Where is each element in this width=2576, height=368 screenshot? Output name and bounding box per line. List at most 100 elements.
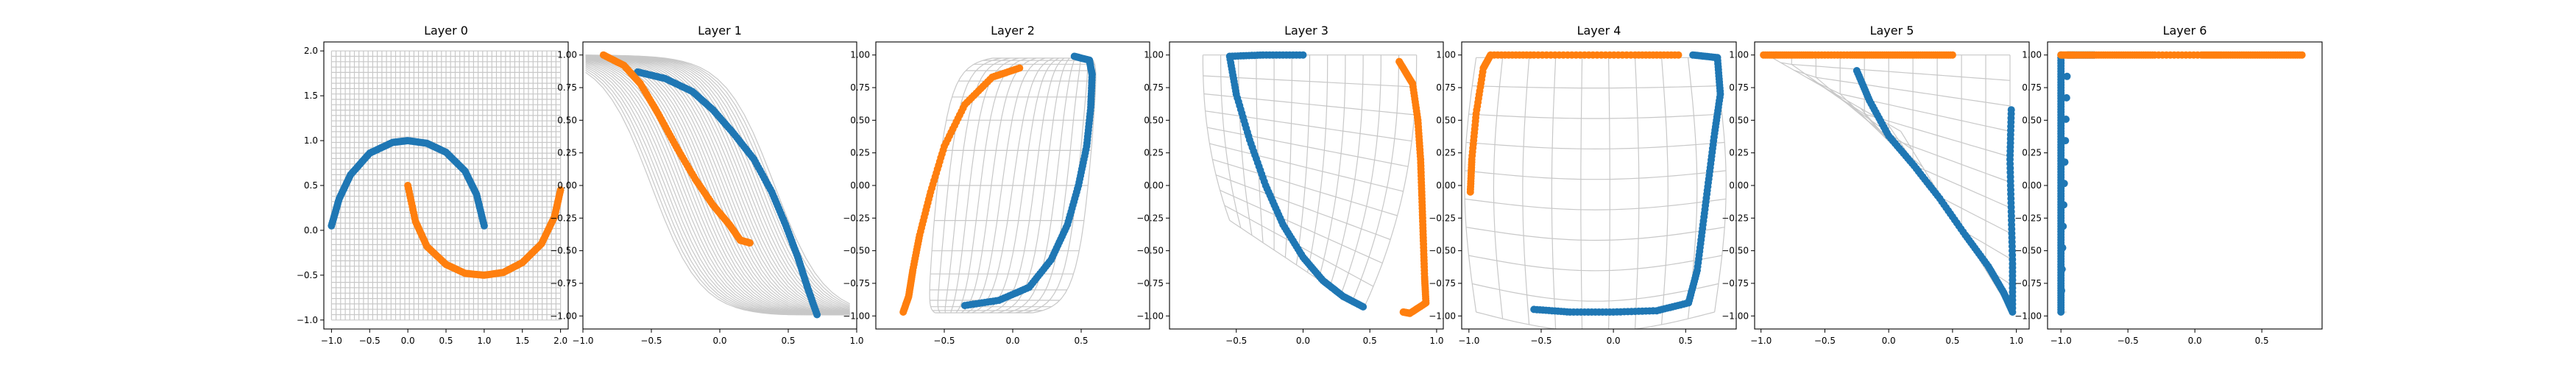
x-tick-label: 1.5 <box>515 336 529 346</box>
x-tick-label: 0.5 <box>1074 336 1088 346</box>
x-tick-label: 0.5 <box>2255 336 2269 346</box>
x-tick-label: −1.0 <box>1750 336 1772 346</box>
grid-line <box>1340 54 1381 295</box>
series-class-a <box>960 52 1096 310</box>
y-tick-label: 0.75 <box>1144 82 1164 93</box>
data-point <box>1399 308 1407 316</box>
series-class-b <box>899 64 1024 316</box>
data-point <box>1530 305 1538 314</box>
plot-area <box>328 50 565 321</box>
y-tick-label: −0.50 <box>1136 246 1164 256</box>
y-tick-label: 1.5 <box>304 91 318 101</box>
y-tick-label: 0.25 <box>2022 148 2042 158</box>
y-tick-label: 0.25 <box>1436 148 1456 158</box>
grid-line <box>1465 227 1725 241</box>
grid-line <box>1468 255 1722 272</box>
y-tick-label: −0.75 <box>1136 278 1164 289</box>
data-point <box>480 222 488 230</box>
x-tick-label: 2.0 <box>553 336 567 346</box>
y-tick-label: −0.50 <box>2014 246 2042 256</box>
series-class-b <box>1395 57 1430 317</box>
grid-line <box>1780 62 2011 81</box>
y-tick-label: 1.00 <box>1729 50 1749 60</box>
y-tick-label: −0.50 <box>843 246 870 256</box>
grid-line <box>585 56 850 316</box>
grid-line <box>585 54 850 305</box>
data-point <box>2062 116 2070 123</box>
y-tick-label: 0.25 <box>1729 148 1749 158</box>
y-tick-label: 0.0 <box>304 225 318 236</box>
grid-line <box>1351 54 1400 302</box>
y-tick-label: 0.75 <box>557 82 577 93</box>
grid-line <box>1256 54 1264 243</box>
y-tick-label: −1.00 <box>2014 311 2042 321</box>
grid-line <box>1985 54 2000 292</box>
grid-line <box>585 70 850 316</box>
x-tick-label: 0.0 <box>1882 336 1896 346</box>
data-point <box>746 239 754 247</box>
grid-line <box>1493 57 1504 319</box>
y-tick-label: 0.25 <box>557 148 577 158</box>
y-tick-label: 0.75 <box>2022 82 2042 93</box>
data-point <box>1466 188 1474 196</box>
y-tick-label: 0.75 <box>1729 82 1749 93</box>
y-tick-label: 0.50 <box>557 115 577 125</box>
grid-line <box>1465 170 1727 180</box>
y-tick-label: 0.00 <box>1729 180 1749 191</box>
y-tick-label: −0.50 <box>1722 246 1749 256</box>
grid-line <box>1635 57 1640 329</box>
y-tick-label: −0.25 <box>1722 213 1749 223</box>
panel-title: Layer 3 <box>1284 24 1328 38</box>
data-point <box>899 308 907 316</box>
data-point <box>960 302 969 310</box>
plot-area <box>585 51 850 319</box>
y-tick-label: 1.00 <box>1436 50 1456 60</box>
panel-title: Layer 6 <box>2163 24 2207 38</box>
panel-layer-0: Layer 0 −1.0 −0.5 0.0 0.5 1.0 1.5 2.0 −1.0 −0.5 0.… <box>297 24 569 346</box>
y-tick-label: −1.00 <box>1429 311 1456 321</box>
data-point <box>2060 180 2068 188</box>
x-tick-label: −0.5 <box>1530 336 1551 346</box>
data-point <box>2007 106 2015 114</box>
panel-title: Layer 5 <box>1870 24 1914 38</box>
y-tick-label: −0.75 <box>1722 278 1749 289</box>
x-tick-label: −0.5 <box>2117 336 2139 346</box>
panel-layer-5: Layer 5 −1.0 −0.5 0.0 0.5 1.0 −1.00 −0.75 −0.50 −… <box>1722 24 2030 346</box>
axes-frame <box>1754 41 2030 330</box>
y-tick-label: −0.25 <box>1136 213 1164 223</box>
grid-line <box>585 55 850 315</box>
y-tick-label: 1.00 <box>557 50 577 60</box>
data-point <box>2058 286 2065 294</box>
grid-line <box>1839 54 1934 185</box>
grid-line <box>1661 57 1669 325</box>
y-tick-label: −1.00 <box>1722 311 1749 321</box>
grid-line <box>585 71 850 316</box>
x-tick-label: 0.0 <box>1005 336 1019 346</box>
series-class-b <box>404 182 565 279</box>
grid-line <box>1608 57 1610 329</box>
data-point <box>2058 265 2066 273</box>
grid-line <box>585 56 850 316</box>
grid-line <box>1472 283 1719 302</box>
series-class-b <box>2057 51 2306 59</box>
y-tick-label: −1.0 <box>297 315 318 325</box>
plot-area <box>1760 51 2017 316</box>
grid-line <box>1807 77 2011 132</box>
y-tick-label: 0.5 <box>304 180 318 191</box>
grid-line <box>1209 143 1404 192</box>
grid-line <box>1794 69 2011 107</box>
grid-line <box>1464 57 1477 313</box>
grid-line <box>1580 57 1583 329</box>
x-tick-label: −1.0 <box>321 336 342 346</box>
grid-line <box>1912 54 1967 238</box>
y-tick-label: −1.00 <box>843 311 870 321</box>
grid-line <box>585 55 850 315</box>
x-tick-label: 1.0 <box>477 336 491 346</box>
plot-area <box>1202 51 1430 317</box>
panel-layer-2: Layer 2 −0.5 0.0 0.5 −1.00 −0.75 −0.50 −0.25 0.0… <box>843 24 1150 346</box>
y-tick-label: 1.00 <box>1144 50 1164 60</box>
series-class-b <box>1760 51 1956 59</box>
x-tick-label: 0.5 <box>781 336 795 346</box>
series-class-a <box>634 68 821 319</box>
data-point <box>1359 302 1367 311</box>
